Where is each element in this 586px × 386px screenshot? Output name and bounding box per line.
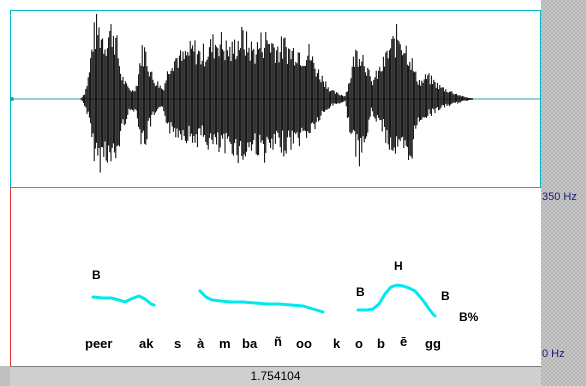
syllable-4: à bbox=[197, 336, 205, 351]
syllable-5: m bbox=[219, 336, 231, 351]
top-gutter bbox=[0, 0, 541, 10]
tone-label-2: B bbox=[356, 285, 365, 299]
syllable-12: ē bbox=[400, 334, 408, 349]
waveform-plot bbox=[11, 14, 540, 173]
waveform-panel[interactable] bbox=[10, 10, 541, 188]
syllable-3: s bbox=[174, 336, 182, 351]
syllable-9: k bbox=[333, 336, 341, 351]
tone-label-4: B bbox=[441, 289, 450, 303]
frequency-scale-strip bbox=[541, 0, 586, 386]
syllable-7: ñ bbox=[274, 334, 282, 349]
time-readout-bar[interactable]: 1.754104 bbox=[10, 366, 541, 386]
syllable-11: b bbox=[377, 336, 385, 351]
zero-line-marker bbox=[11, 97, 14, 101]
tone-label-5: B% bbox=[459, 310, 479, 324]
pitch-segment-3 bbox=[356, 283, 437, 318]
left-gutter bbox=[0, 0, 10, 366]
syllable-6: ba bbox=[242, 336, 258, 351]
time-readout: 1.754104 bbox=[250, 369, 301, 383]
syllable-1: peer bbox=[85, 336, 113, 351]
syllable-13: gg bbox=[425, 336, 441, 351]
pitch-trace-plot bbox=[91, 283, 437, 318]
frequency-max-label: 350 Hz bbox=[542, 191, 577, 203]
syllable-2: ak bbox=[139, 336, 154, 351]
waveform-samples bbox=[80, 14, 473, 173]
syllable-10: o bbox=[355, 336, 363, 351]
tone-label-1: B bbox=[92, 268, 101, 282]
frequency-min-label: 0 Hz bbox=[542, 348, 565, 360]
pitch-segment-1 bbox=[91, 294, 156, 307]
pitch-panel[interactable] bbox=[10, 188, 541, 366]
tone-label-3: H bbox=[394, 259, 403, 273]
syllable-8: oo bbox=[296, 336, 312, 351]
pitch-segment-2 bbox=[198, 289, 325, 314]
